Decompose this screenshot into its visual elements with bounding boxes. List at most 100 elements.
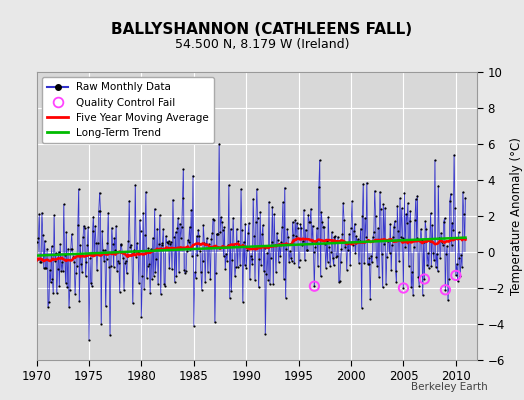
Point (344, 247, 353, 254)
Point (133, 240, 141, 246)
Point (178, 195, 187, 202)
Point (199, 222, 208, 229)
Point (438, 238, 446, 245)
Point (59, 268, 67, 274)
Point (95, 189, 104, 196)
Point (309, 249, 318, 256)
Point (347, 225, 355, 232)
Point (73, 222, 82, 228)
Point (330, 262, 338, 268)
Point (383, 254, 391, 260)
Point (129, 249, 138, 256)
Point (228, 257, 236, 263)
Point (187, 207, 195, 213)
Point (94, 240, 102, 246)
Point (201, 279, 210, 285)
Point (237, 186, 245, 192)
Point (56, 241, 64, 248)
Point (312, 238, 320, 244)
Point (445, 198, 454, 204)
Point (128, 250, 136, 257)
Point (298, 242, 307, 248)
Point (210, 216, 218, 223)
Point (411, 217, 419, 224)
Point (372, 254, 380, 260)
Point (245, 220, 253, 226)
Point (144, 263, 152, 270)
Point (45, 298, 53, 305)
Point (356, 238, 364, 244)
Point (101, 247, 109, 254)
Point (342, 240, 350, 246)
Point (335, 278, 344, 284)
Point (149, 272, 158, 279)
Point (398, 205, 406, 212)
Point (440, 215, 449, 221)
Point (212, 270, 220, 277)
Point (366, 296, 375, 302)
Point (367, 252, 375, 259)
Point (92, 240, 100, 246)
Point (213, 231, 222, 237)
Point (199, 258, 207, 264)
Point (162, 233, 170, 239)
Point (260, 244, 269, 251)
Point (406, 218, 414, 225)
Point (52, 290, 61, 296)
Point (158, 240, 167, 246)
Point (395, 257, 403, 264)
Point (387, 266, 396, 273)
Point (421, 218, 430, 224)
Point (451, 205, 459, 211)
Point (238, 227, 246, 233)
Point (461, 194, 470, 201)
Point (316, 273, 325, 280)
Point (115, 288, 124, 295)
Point (211, 319, 219, 326)
Point (171, 229, 180, 235)
Point (55, 282, 63, 289)
Point (230, 242, 238, 249)
Point (255, 256, 264, 262)
Point (39, 232, 47, 238)
Point (296, 221, 304, 228)
Point (69, 254, 78, 260)
Point (64, 246, 72, 252)
Point (252, 218, 260, 225)
Point (205, 244, 214, 250)
Point (125, 198, 134, 204)
Point (377, 206, 385, 212)
Point (38, 210, 46, 216)
Point (138, 272, 147, 279)
Point (248, 261, 257, 267)
Point (280, 184, 289, 191)
Point (116, 241, 125, 247)
Point (328, 229, 336, 235)
Point (343, 266, 351, 273)
Point (323, 258, 332, 265)
Point (294, 264, 303, 270)
Point (351, 220, 359, 227)
Point (416, 238, 424, 244)
Point (113, 268, 121, 274)
Point (254, 215, 262, 222)
Point (322, 238, 331, 244)
Point (194, 226, 202, 233)
Point (341, 244, 349, 250)
Point (302, 246, 311, 253)
Point (452, 272, 460, 278)
Point (297, 225, 305, 231)
Point (396, 195, 404, 202)
Point (163, 240, 172, 246)
Point (290, 260, 299, 267)
Point (144, 245, 152, 252)
Point (376, 188, 384, 195)
Point (327, 249, 335, 255)
Point (147, 246, 155, 252)
Point (276, 252, 285, 259)
Point (272, 230, 281, 236)
Point (149, 235, 157, 241)
Point (98, 228, 106, 234)
Point (166, 240, 174, 247)
Point (68, 246, 77, 253)
